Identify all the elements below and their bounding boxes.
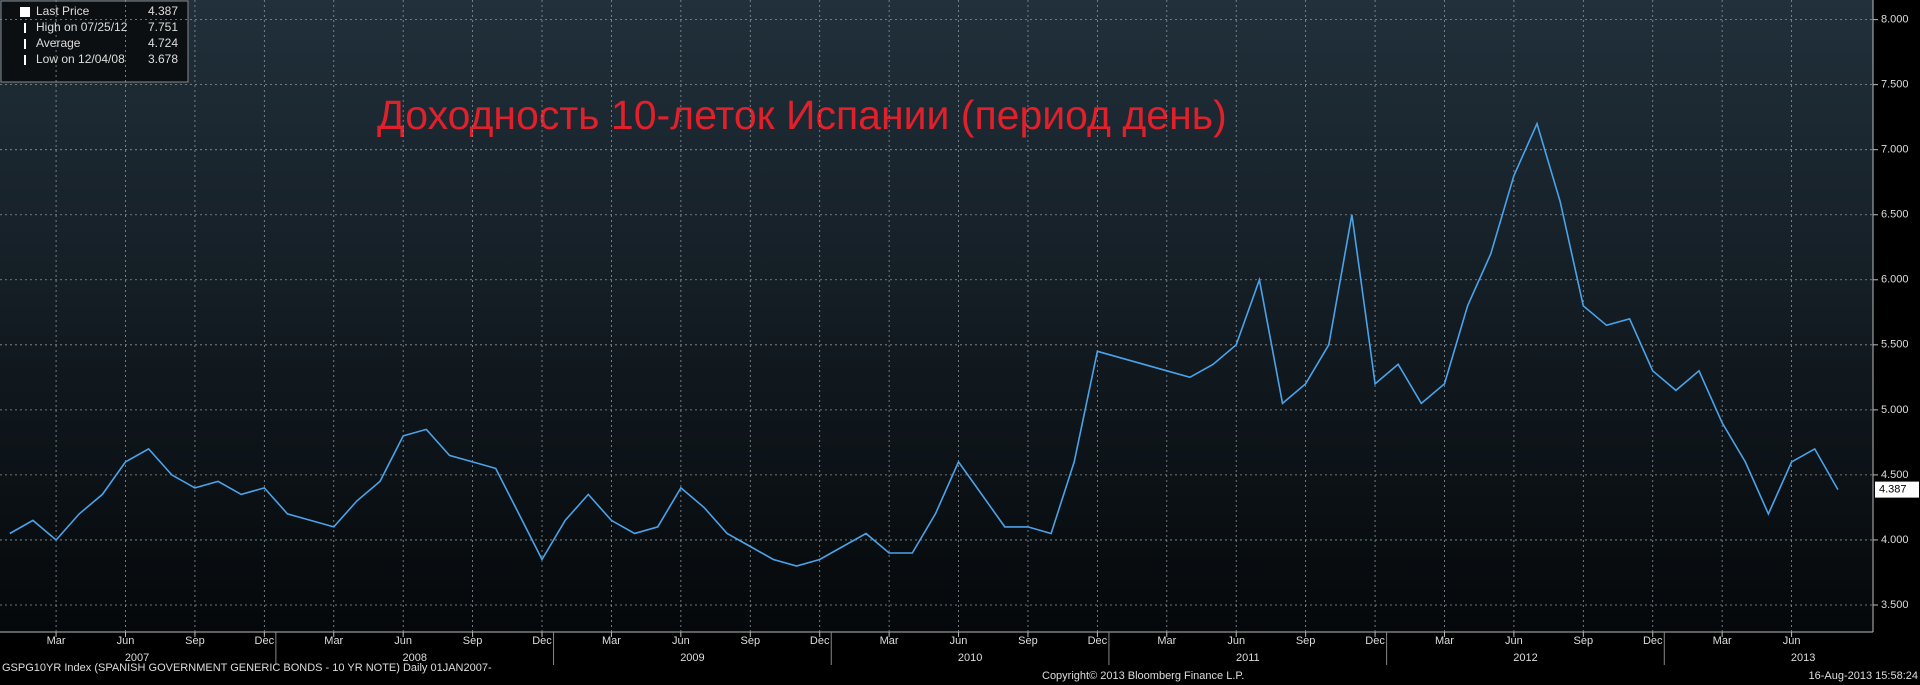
x-tick-label: Dec <box>810 635 830 647</box>
x-tick-label: Sep <box>740 635 760 647</box>
y-tick-label: 3.500 <box>1881 599 1909 611</box>
legend-label: High on 07/25/12 <box>36 20 128 34</box>
year-label: 2010 <box>958 652 982 664</box>
year-label: 2012 <box>1513 652 1537 664</box>
x-tick-label: Mar <box>324 635 343 647</box>
legend-value: 3.678 <box>148 52 178 66</box>
y-tick-label: 4.000 <box>1881 534 1909 546</box>
legend-icon <box>24 23 26 33</box>
year-label: 2013 <box>1791 652 1815 664</box>
legend-icon <box>20 7 30 17</box>
footer-left: GSPG10YR Index (SPANISH GOVERNMENT GENER… <box>2 662 492 674</box>
footer-right: 16-Aug-2013 15:58:24 <box>1809 670 1918 682</box>
y-tick-label: 8.000 <box>1881 14 1909 26</box>
y-tick-label: 5.000 <box>1881 404 1909 416</box>
legend-value: 4.724 <box>148 36 178 50</box>
x-tick-label: Sep <box>1574 635 1594 647</box>
legend-label: Last Price <box>36 4 90 18</box>
plot-background <box>0 0 1873 632</box>
year-label: 2008 <box>403 652 427 664</box>
x-tick-label: Mar <box>880 635 899 647</box>
x-tick-label: Dec <box>1365 635 1385 647</box>
legend-value: 4.387 <box>148 4 178 18</box>
x-tick-label: Jun <box>1783 635 1801 647</box>
chart-title: Доходность 10-леток Испании (период день… <box>377 92 1227 138</box>
legend-label: Average <box>36 36 81 50</box>
y-tick-label: 4.500 <box>1881 469 1909 481</box>
y-tick-label: 5.500 <box>1881 339 1909 351</box>
legend-icon <box>24 55 26 65</box>
x-tick-label: Mar <box>47 635 66 647</box>
y-tick-label: 7.500 <box>1881 79 1909 91</box>
x-tick-label: Dec <box>1643 635 1663 647</box>
axis-background <box>0 632 1920 685</box>
x-tick-label: Jun <box>117 635 135 647</box>
x-tick-label: Jun <box>394 635 412 647</box>
legend-box <box>0 0 189 83</box>
y-tick-label: 6.000 <box>1881 274 1909 286</box>
x-tick-label: Jun <box>1505 635 1523 647</box>
x-tick-label: Jun <box>950 635 968 647</box>
x-tick-label: Jun <box>672 635 690 647</box>
last-price-label: 4.387 <box>1879 484 1907 496</box>
last-price-tag <box>1875 481 1919 498</box>
x-tick-label: Sep <box>185 635 205 647</box>
legend-label: Low on 12/04/08 <box>36 52 125 66</box>
x-tick-label: Dec <box>1088 635 1108 647</box>
year-label: 2009 <box>680 652 704 664</box>
x-tick-label: Mar <box>602 635 621 647</box>
x-tick-label: Mar <box>1713 635 1732 647</box>
x-tick-label: Sep <box>1018 635 1038 647</box>
year-label: 2011 <box>1236 652 1260 664</box>
footer-center: Copyright© 2013 Bloomberg Finance L.P. <box>1042 670 1244 682</box>
x-tick-label: Mar <box>1435 635 1454 647</box>
price-line <box>9 121 1839 567</box>
y-tick-label: 7.000 <box>1881 144 1909 156</box>
x-tick-label: Sep <box>463 635 483 647</box>
x-tick-label: Jun <box>1227 635 1245 647</box>
x-tick-label: Mar <box>1157 635 1176 647</box>
x-tick-label: Sep <box>1296 635 1316 647</box>
legend-icon <box>24 39 26 49</box>
y-tick-label: 6.500 <box>1881 209 1909 221</box>
x-tick-label: Dec <box>532 635 552 647</box>
x-tick-label: Dec <box>255 635 275 647</box>
year-label: 2007 <box>125 652 149 664</box>
legend-value: 7.751 <box>148 20 178 34</box>
